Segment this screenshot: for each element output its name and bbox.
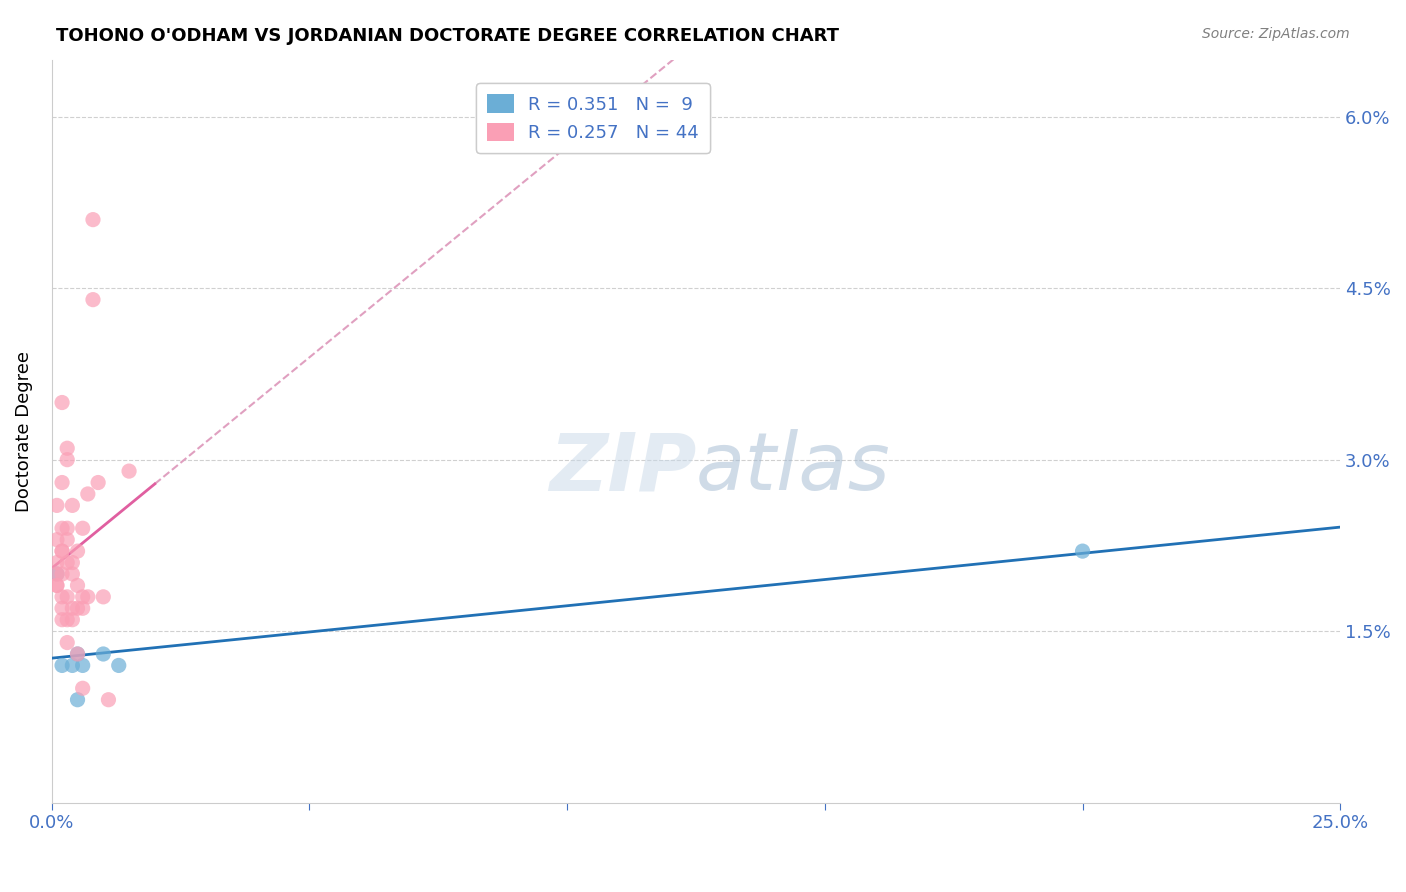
Point: [45, 578, 67, 592]
Point: [45, 566, 67, 581]
Point: [51, 475, 73, 490]
Point: [91, 647, 114, 661]
Point: [45, 556, 67, 570]
Point: [118, 464, 141, 478]
Point: [72, 590, 94, 604]
Y-axis label: Doctorate Degree: Doctorate Degree: [15, 351, 32, 512]
Legend: R = 0.351   N =  9, R = 0.257   N = 44: R = 0.351 N = 9, R = 0.257 N = 44: [477, 84, 710, 153]
Point: [66, 601, 89, 615]
Point: [56, 533, 79, 547]
Point: [51, 566, 73, 581]
Point: [60, 613, 83, 627]
Point: [66, 647, 89, 661]
Point: [51, 544, 73, 558]
Point: [72, 601, 94, 615]
Point: [72, 658, 94, 673]
Text: Source: ZipAtlas.com: Source: ZipAtlas.com: [1202, 27, 1350, 41]
Point: [91, 590, 114, 604]
Point: [76, 590, 98, 604]
Point: [56, 452, 79, 467]
Text: TOHONO O'ODHAM VS JORDANIAN DOCTORATE DEGREE CORRELATION CHART: TOHONO O'ODHAM VS JORDANIAN DOCTORATE DE…: [56, 27, 839, 45]
Point: [60, 601, 83, 615]
Point: [60, 658, 83, 673]
Point: [51, 601, 73, 615]
Point: [60, 556, 83, 570]
Point: [66, 647, 89, 661]
Point: [45, 499, 67, 513]
Point: [87, 475, 110, 490]
Text: atlas: atlas: [696, 429, 891, 508]
Text: ZIP: ZIP: [548, 429, 696, 508]
Point: [66, 578, 89, 592]
Point: [56, 635, 79, 649]
Point: [51, 613, 73, 627]
Point: [82, 293, 104, 307]
Point: [82, 212, 104, 227]
Point: [45, 578, 67, 592]
Point: [51, 590, 73, 604]
Point: [51, 658, 73, 673]
Point: [51, 521, 73, 535]
Point: [66, 692, 89, 706]
Point: [97, 692, 120, 706]
Point: [51, 395, 73, 409]
Point: [51, 544, 73, 558]
Point: [56, 613, 79, 627]
Point: [56, 556, 79, 570]
Point: [107, 658, 129, 673]
Point: [60, 566, 83, 581]
Point: [72, 521, 94, 535]
Point: [60, 499, 83, 513]
Point: [45, 533, 67, 547]
Point: [1071, 544, 1094, 558]
Point: [56, 442, 79, 456]
Point: [66, 544, 89, 558]
Point: [56, 590, 79, 604]
Point: [72, 681, 94, 696]
Point: [45, 566, 67, 581]
Point: [56, 521, 79, 535]
Point: [76, 487, 98, 501]
